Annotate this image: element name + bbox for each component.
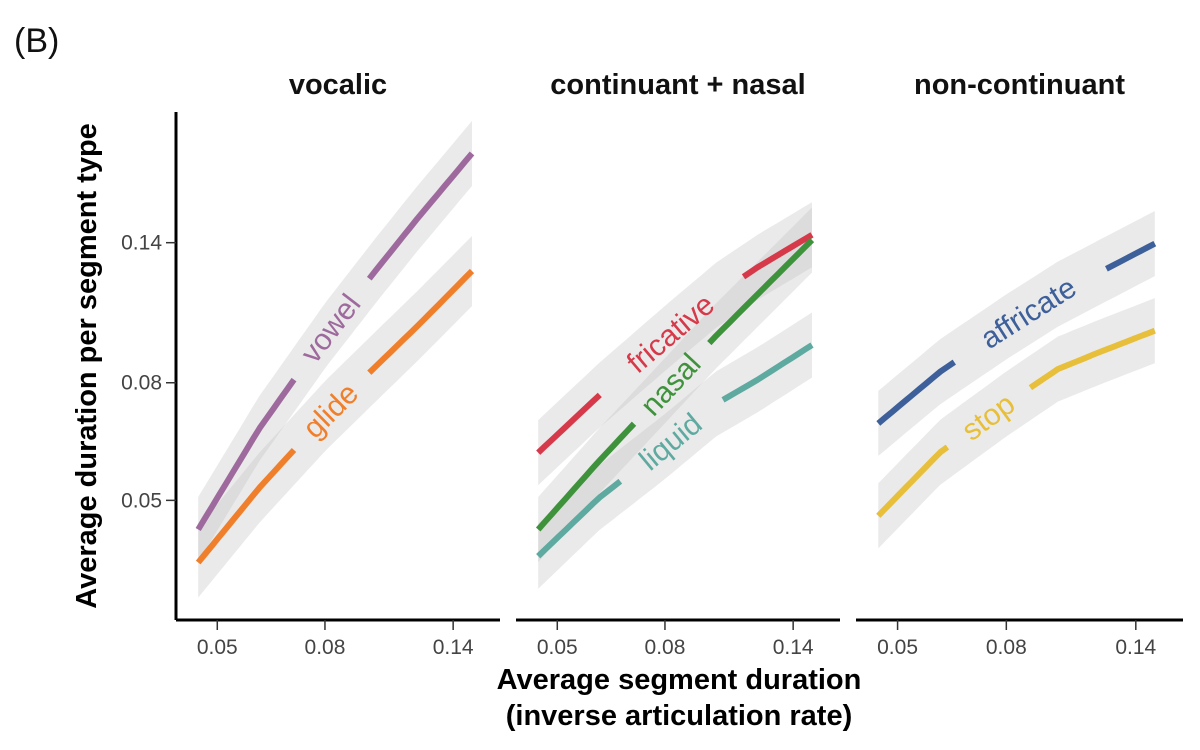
series-line-stop-left	[876, 444, 950, 518]
y-tick-label: 0.14	[121, 232, 162, 255]
y-tick-label: 0.05	[121, 489, 162, 512]
series-line-affricate-left	[876, 359, 956, 426]
series-line-affricate-right	[1105, 240, 1157, 272]
series-line-fricative-right	[741, 232, 814, 280]
x-tick-label: 0.08	[645, 636, 686, 659]
panel-label: (B)	[14, 22, 59, 60]
x-axis-title-line-2: (inverse articulation rate)	[506, 700, 853, 732]
x-tick-label: 0.14	[1115, 636, 1156, 659]
ci-band-affricate	[878, 211, 1155, 456]
series-line-glide-right	[367, 268, 475, 375]
ci-band-glide	[198, 236, 472, 598]
series-line-glide-left	[195, 447, 297, 565]
ci-band-nasal	[538, 207, 812, 563]
series-line-vowel-left	[195, 377, 297, 532]
x-tick-label: 0.14	[433, 636, 474, 659]
x-tick-label: 0.05	[537, 636, 578, 659]
series-line-liquid-right	[721, 342, 814, 403]
y-tick-label: 0.08	[121, 372, 162, 395]
x-axis-title-line-1: Average segment duration	[497, 664, 862, 696]
x-tick-label: 0.05	[197, 636, 238, 659]
facet-title: non-continuant	[914, 69, 1125, 101]
series-line-fricative-left	[536, 392, 602, 455]
series-line-vowel-right	[366, 151, 475, 281]
ci-band-fricative	[538, 202, 812, 486]
x-tick-label: 0.08	[305, 636, 346, 659]
x-tick-label: 0.08	[986, 636, 1027, 659]
ci-band-liquid	[538, 312, 812, 589]
x-tick-label: 0.05	[877, 636, 918, 659]
y-axis: 0.05 0.08 0.14	[121, 112, 178, 620]
series-line-nasal-left	[535, 421, 637, 532]
series-line-nasal-right	[707, 237, 815, 346]
series-line-stop-right	[1028, 327, 1156, 391]
y-axis-title: Average duration per segment type	[71, 123, 103, 609]
x-tick-label: 0.14	[773, 636, 814, 659]
series-line-liquid-left	[536, 478, 623, 559]
facet-title: continuant + nasal	[550, 69, 805, 101]
facet-title: vocalic	[289, 69, 387, 101]
